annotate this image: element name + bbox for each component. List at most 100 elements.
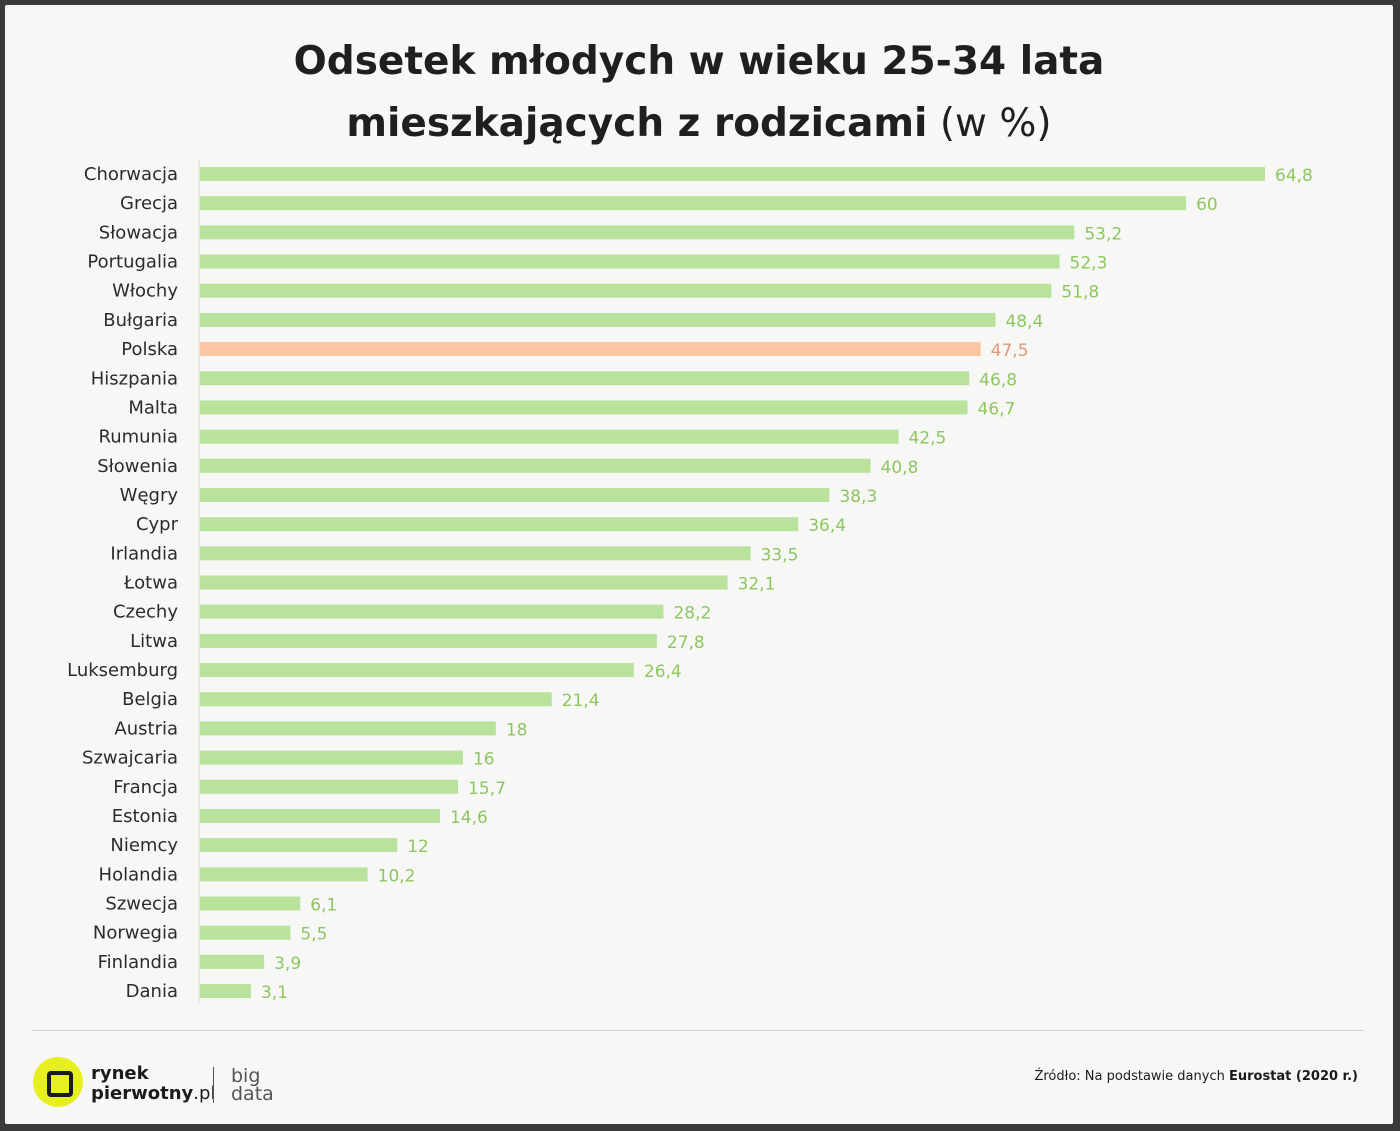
category-label: Szwajcaria: [82, 748, 178, 769]
category-label: Malta: [128, 397, 178, 418]
category-label: Luksemburg: [67, 660, 178, 681]
bar-chart: Chorwacja 64,8 Grecja 60 Słowacja 53,2 Portuga…: [67, 160, 1313, 1003]
value-label: 6,1: [310, 896, 337, 916]
chart-title: Odsetek młodych w wieku 25-34 lata miesz…: [5, 31, 1393, 155]
bar: [200, 692, 552, 707]
bar: [200, 925, 291, 940]
value-label: 27,8: [667, 633, 705, 653]
bar: [200, 984, 251, 999]
bar: [200, 546, 751, 561]
bar: [200, 254, 1060, 269]
bar: [200, 779, 459, 794]
value-label: 46,7: [978, 399, 1016, 419]
category-label: Austria: [114, 718, 178, 739]
value-label: 3,9: [274, 954, 301, 974]
value-label: 18: [506, 720, 528, 740]
category-label: Czechy: [113, 602, 178, 623]
category-label: Łotwa: [123, 573, 178, 594]
category-label: Węgry: [120, 485, 179, 506]
category-label: Finlandia: [98, 952, 178, 973]
value-label: 33,5: [761, 545, 799, 565]
category-label: Szwecja: [105, 894, 178, 915]
bar: [200, 604, 664, 619]
logo-sub-line-2: data: [231, 1083, 274, 1105]
bar: [200, 663, 634, 678]
category-label: Dania: [126, 981, 178, 1002]
value-label: 10,2: [378, 866, 416, 886]
category-label: Niemcy: [110, 835, 178, 856]
value-label: 47,5: [991, 341, 1029, 361]
category-label: Rumunia: [99, 427, 179, 448]
bar: [200, 750, 463, 765]
bar: [200, 896, 301, 911]
category-label: Estonia: [112, 806, 178, 827]
value-label: 38,3: [839, 487, 877, 507]
value-label: 48,4: [1005, 312, 1043, 332]
value-label: 64,8: [1275, 166, 1313, 186]
category-label: Słowacja: [99, 222, 178, 243]
logo-brand-line-2: pierwotny.pl: [91, 1083, 216, 1104]
value-label: 26,4: [644, 662, 682, 682]
bar: [200, 458, 871, 473]
logo-brand-line-1: rynek: [91, 1063, 149, 1084]
value-label: 52,3: [1070, 254, 1108, 274]
category-label: Bułgaria: [103, 310, 178, 331]
bar: [200, 196, 1187, 211]
footer-divider: [32, 1030, 1364, 1031]
value-label: 16: [473, 750, 495, 770]
value-label: 42,5: [908, 429, 946, 449]
category-label: Belgia: [122, 689, 178, 710]
bar: [200, 429, 899, 444]
bar-highlighted: [200, 342, 981, 357]
category-label: Cypr: [136, 514, 179, 535]
value-label: 46,8: [979, 370, 1017, 390]
category-label: Portugalia: [87, 252, 178, 273]
value-label: 36,4: [808, 516, 846, 536]
brand-logo: rynek pierwotny.pl big data: [33, 1057, 333, 1117]
category-label: Norwegia: [93, 923, 178, 944]
bar: [200, 838, 398, 853]
title-line-1: Odsetek młodych w wieku 25-34 lata: [293, 39, 1105, 84]
bar: [200, 954, 265, 969]
bar: [200, 400, 968, 415]
bar: [200, 283, 1052, 298]
bar: [200, 225, 1075, 240]
category-label: Chorwacja: [84, 164, 178, 185]
value-label: 3,1: [261, 983, 288, 1003]
value-label: 32,1: [738, 575, 776, 595]
category-label: Polska: [121, 339, 178, 360]
value-label: 40,8: [881, 458, 919, 478]
category-label: Hiszpania: [91, 368, 178, 389]
bar: [200, 633, 657, 648]
bar: [200, 517, 799, 532]
bar: [200, 167, 1265, 181]
value-label: 12: [407, 837, 429, 857]
value-label: 14,6: [450, 808, 488, 828]
title-line-2: mieszkających z rodzicami: [346, 101, 928, 146]
value-label: 53,2: [1084, 224, 1122, 244]
value-label: 60: [1196, 195, 1218, 215]
value-label: 15,7: [468, 779, 506, 799]
bar: [200, 575, 728, 590]
bar: [200, 808, 440, 823]
logo-square-icon: [33, 1057, 83, 1107]
value-label: 5,5: [300, 925, 327, 945]
logo-separator: [213, 1067, 214, 1103]
title-unit: (w %): [927, 101, 1052, 146]
category-label: Holandia: [99, 864, 178, 885]
category-label: Francja: [113, 777, 178, 798]
value-label: 21,4: [562, 691, 600, 711]
source-note: Źródło: Na podstawie danych Eurostat (20…: [1034, 1069, 1358, 1084]
bar: [200, 312, 996, 327]
value-label: 51,8: [1061, 283, 1099, 303]
category-label: Włochy: [112, 281, 178, 302]
bar: [200, 867, 368, 882]
bar: [200, 721, 496, 736]
bar: [200, 487, 830, 502]
category-label: Grecja: [120, 193, 178, 214]
category-label: Litwa: [130, 631, 178, 652]
value-label: 28,2: [673, 604, 711, 624]
bar: [200, 371, 970, 386]
category-label: Słowenia: [97, 456, 178, 477]
logo-sub-line-1: big: [231, 1065, 261, 1087]
